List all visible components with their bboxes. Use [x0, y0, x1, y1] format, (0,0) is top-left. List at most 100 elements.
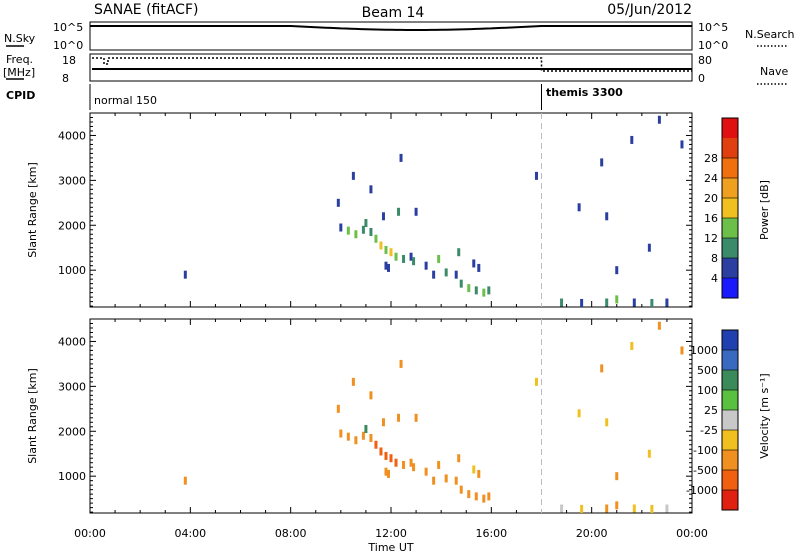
- x-axis-label: Time UT: [367, 541, 413, 554]
- data-point: [600, 364, 604, 373]
- data-point: [424, 467, 428, 476]
- data-point: [454, 476, 458, 485]
- data-point: [384, 261, 388, 270]
- data-point: [577, 203, 581, 212]
- colorbar-swatch: [722, 470, 738, 491]
- data-point: [459, 279, 463, 288]
- data-point: [339, 429, 343, 438]
- data-point: [374, 440, 378, 449]
- data-point: [444, 268, 448, 277]
- data-point: [454, 270, 458, 279]
- power-colorbar-label: Power [dB]: [758, 180, 771, 240]
- cpid-segment-themis: themis 3300: [546, 86, 623, 99]
- data-point: [657, 115, 661, 124]
- colorbar-frame: [721, 329, 739, 511]
- colorbar-swatch: [722, 198, 738, 219]
- data-point: [381, 418, 385, 427]
- data-point: [364, 219, 368, 228]
- data-point: [384, 245, 388, 254]
- data-point: [386, 263, 390, 272]
- data-point: [580, 298, 584, 307]
- data-point: [397, 413, 401, 422]
- data-point: [680, 140, 684, 149]
- colorbar-tick-label: -500: [693, 464, 718, 477]
- data-point: [474, 492, 478, 501]
- colorbar-tick-label: 1000: [690, 344, 718, 357]
- data-point: [183, 270, 187, 279]
- data-point: [339, 223, 343, 232]
- data-point: [615, 501, 619, 510]
- data-point: [474, 286, 478, 295]
- x-tick-label: 16:00: [475, 527, 507, 540]
- colorbar-swatch: [722, 238, 738, 259]
- colorbar-swatch: [722, 118, 738, 139]
- data-point: [409, 458, 413, 467]
- y-tick-label: 1000: [58, 470, 86, 483]
- data-point: [354, 230, 358, 239]
- nave-tick-bottom: 0: [698, 72, 705, 85]
- x-tick-label: 04:00: [174, 527, 206, 540]
- colorbar-tick-label: 24: [704, 172, 718, 185]
- station-title: SANAE (fitACF): [94, 2, 198, 18]
- nsearch-tick-top: 10^5: [698, 21, 728, 34]
- data-point: [336, 404, 340, 413]
- data-point: [482, 288, 486, 297]
- data-point: [379, 241, 383, 250]
- data-point: [399, 359, 403, 368]
- colorbar-frame: [721, 117, 739, 299]
- data-point: [680, 346, 684, 355]
- data-point: [437, 460, 441, 469]
- colorbar-tick-label: 100: [697, 384, 718, 397]
- power-panel-ticks: 1000 2000 3000 4000: [58, 112, 693, 307]
- nsearch-tick-bottom: 10^0: [698, 39, 728, 52]
- data-point: [437, 254, 441, 263]
- colorbar-swatch: [722, 410, 738, 431]
- colorbar-swatch: [722, 350, 738, 371]
- data-point: [354, 436, 358, 445]
- data-point: [369, 185, 373, 194]
- velocity-panel-ticks: 1000 2000 3000 4000: [58, 318, 693, 513]
- data-point: [600, 158, 604, 167]
- data-point: [183, 476, 187, 485]
- nsky-panel: [89, 21, 693, 51]
- data-point: [432, 270, 436, 279]
- data-point: [647, 243, 651, 252]
- data-point: [369, 434, 373, 443]
- data-point: [632, 298, 636, 307]
- data-point: [336, 198, 340, 207]
- data-point: [467, 490, 471, 499]
- data-point: [402, 254, 406, 263]
- colorbar-swatch: [722, 330, 738, 351]
- velocity-data-points: [183, 321, 684, 513]
- data-point: [534, 377, 538, 386]
- data-point: [389, 454, 393, 463]
- colorbar-swatch: [722, 178, 738, 199]
- power-data-points: [183, 115, 684, 307]
- data-point: [467, 284, 471, 293]
- data-point: [369, 228, 373, 237]
- colorbar-swatch: [722, 370, 738, 391]
- data-point: [615, 266, 619, 275]
- nave-trace: [92, 57, 692, 72]
- cpid-segment-normal: normal 150: [94, 94, 157, 107]
- data-point: [487, 286, 491, 295]
- freq-unit-label: [MHz]: [3, 66, 35, 79]
- data-point: [399, 153, 403, 162]
- nsky-tick-top: 10^5: [53, 21, 83, 34]
- data-point: [632, 504, 636, 513]
- colorbar-swatch: [722, 258, 738, 279]
- data-point: [412, 463, 416, 472]
- data-point: [457, 454, 461, 463]
- freq-tick-top: 18: [62, 54, 76, 67]
- data-point: [577, 409, 581, 418]
- freq-label: Freq.: [6, 53, 33, 66]
- data-point: [346, 226, 350, 235]
- colorbar-swatch: [722, 390, 738, 411]
- colorbar-tick-label: 500: [697, 364, 718, 377]
- data-point: [351, 171, 355, 180]
- data-point: [650, 298, 654, 307]
- data-point: [379, 447, 383, 456]
- velocity-colorbar-label: Velocity [m s⁻¹]: [758, 373, 771, 458]
- colorbar-tick-label: 20: [704, 192, 718, 205]
